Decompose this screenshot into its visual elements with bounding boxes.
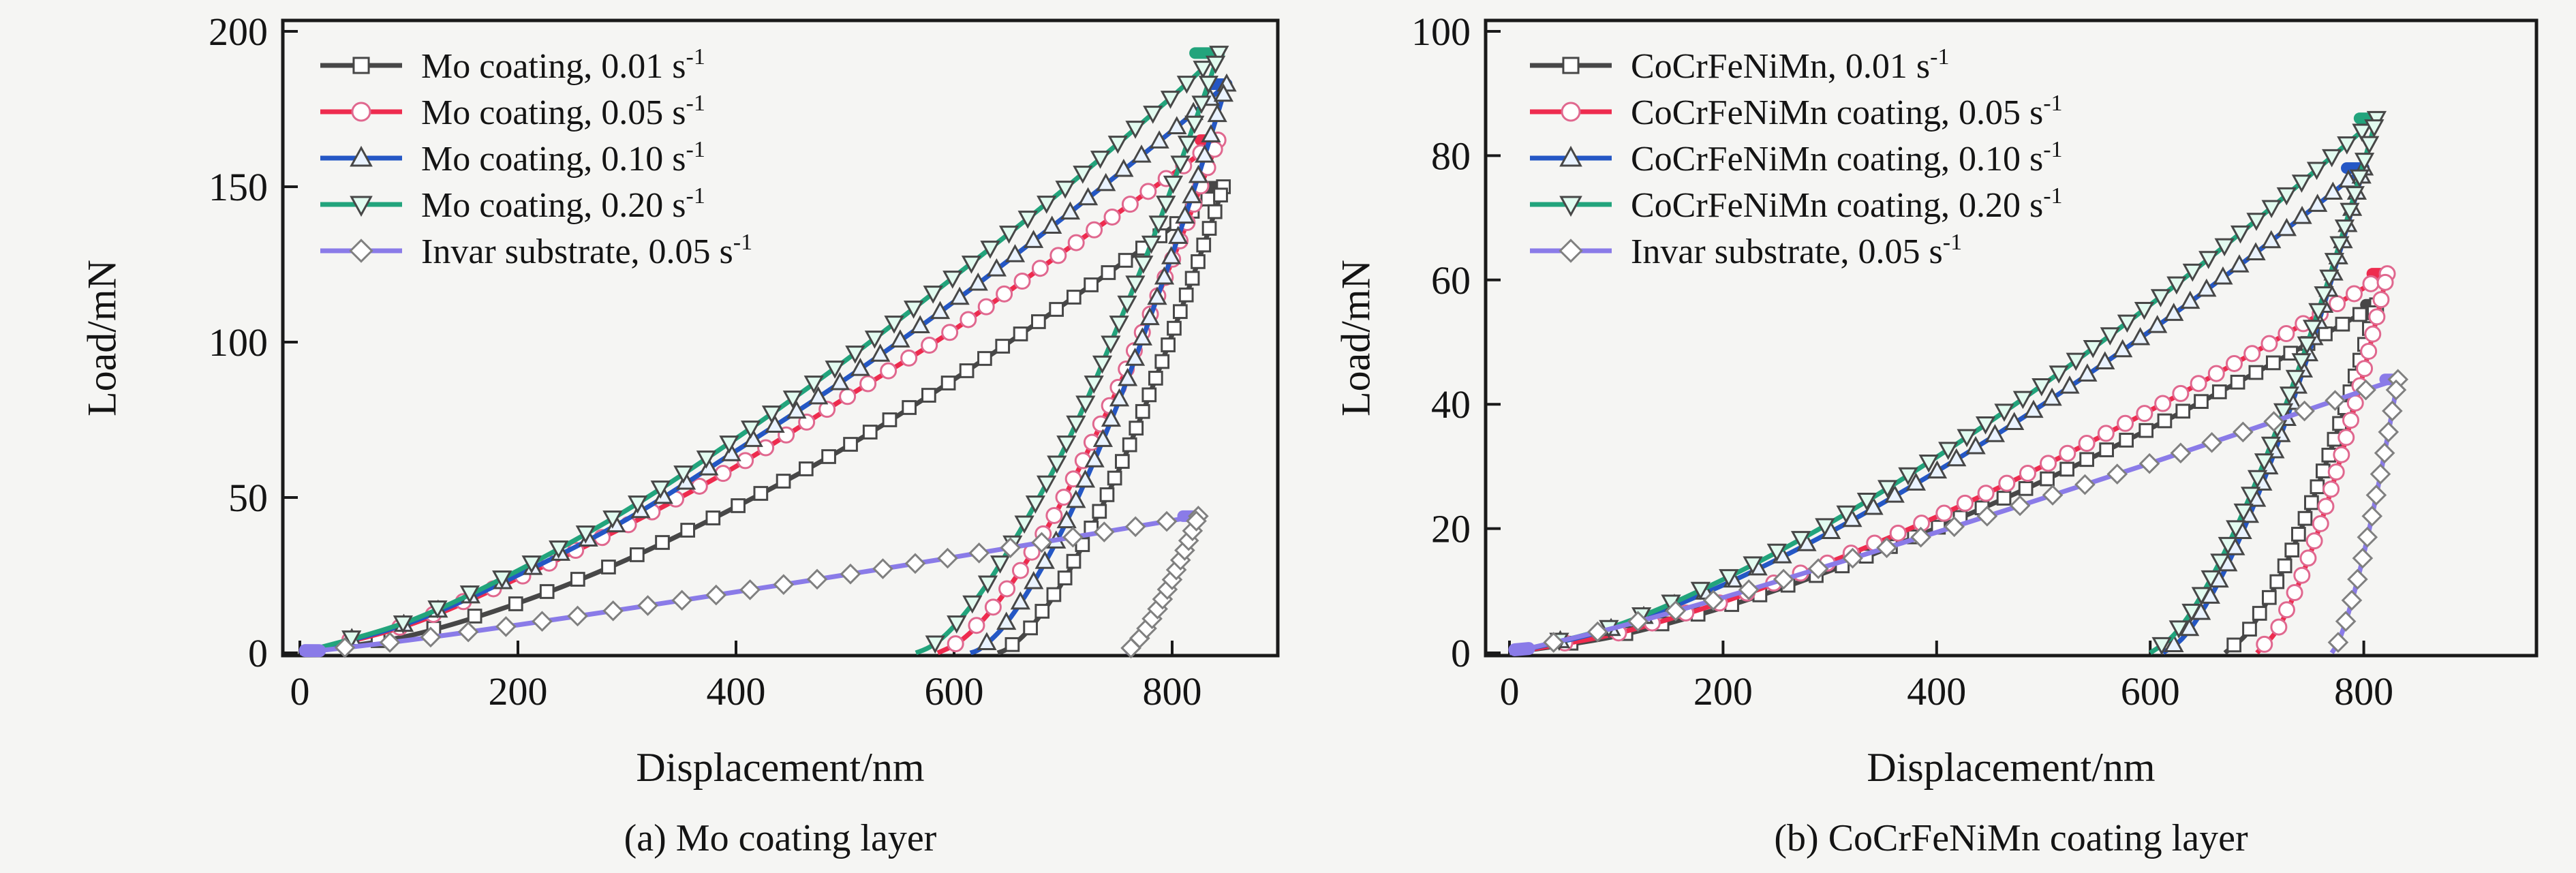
y-tick-label: 200 (209, 10, 268, 54)
legend-label: CoCrFeNiMn coating, 0.05 s-1 (1631, 91, 2063, 132)
y-tick-label: 0 (1451, 631, 1471, 675)
legend-label: Mo coating, 0.05 s-1 (421, 91, 705, 132)
y-axis-label-a: Load/mN (79, 260, 126, 416)
x-tick-label: 0 (290, 669, 310, 714)
caption-a: (a) Mo coating layer (303, 816, 1257, 860)
x-tick-label: 600 (2121, 669, 2180, 714)
chart-a: 0 200 400 600 800 0 50 100 150 200 Mo coating, 0.0… (209, 10, 1278, 714)
y-tick-label: 150 (209, 165, 268, 209)
y-axis-label-b: Load/mN (1333, 260, 1380, 416)
markers (336, 507, 1208, 657)
markers (343, 47, 1227, 652)
legend-label: Mo coating, 0.20 s-1 (421, 183, 705, 225)
chart-b: 0 200 400 600 800 0 20 40 60 80 100 CoCrFeNiMn, 0.0… (1411, 10, 2536, 714)
legend-a: Mo coating, 0.01 s-1 Mo coating, 0.05 s-1… (320, 44, 752, 271)
legend-label: Invar substrate, 0.05 s-1 (1631, 230, 1962, 271)
series-a-3 (300, 47, 1227, 653)
legend-label: CoCrFeNiMn coating, 0.10 s-1 (1631, 137, 2063, 179)
legend-label: CoCrFeNiMn coating, 0.20 s-1 (1631, 183, 2063, 225)
x-tick-label: 400 (1907, 669, 1966, 714)
y-tick-label: 60 (1431, 258, 1471, 303)
x-tick-label: 0 (1500, 669, 1520, 714)
x-tick-label: 800 (1143, 669, 1202, 714)
x-axis-label-a: Displacement/nm (371, 744, 1189, 791)
x-tick-label: 200 (489, 669, 548, 714)
legend-label: CoCrFeNiMn, 0.01 s-1 (1631, 44, 1949, 86)
y-tick-label: 20 (1431, 507, 1471, 551)
x-tick-label: 200 (1693, 669, 1753, 714)
legend-label: Mo coating, 0.10 s-1 (421, 137, 705, 179)
x-axis-label-b: Displacement/nm (1602, 744, 2420, 791)
legend-b: CoCrFeNiMn, 0.01 s-1 CoCrFeNiMn coating, … (1530, 44, 2063, 271)
x-tick-label: 800 (2334, 669, 2393, 714)
caption-b: (b) CoCrFeNiMn coating layer (1534, 816, 2488, 860)
y-tick-label: 100 (209, 320, 268, 365)
legend-label: Invar substrate, 0.05 s-1 (421, 230, 752, 271)
origin-blob (1515, 649, 1529, 650)
y-tick-label: 80 (1431, 134, 1471, 178)
y-tick-label: 0 (248, 631, 268, 675)
x-tick-label: 600 (925, 669, 984, 714)
y-tick-label: 100 (1411, 10, 1471, 54)
x-axis-a: 0 200 400 600 800 (290, 641, 1202, 714)
x-tick-label: 400 (707, 669, 766, 714)
y-tick-label: 40 (1431, 382, 1471, 427)
y-tick-label: 50 (228, 476, 268, 520)
legend-label: Mo coating, 0.01 s-1 (421, 44, 705, 86)
